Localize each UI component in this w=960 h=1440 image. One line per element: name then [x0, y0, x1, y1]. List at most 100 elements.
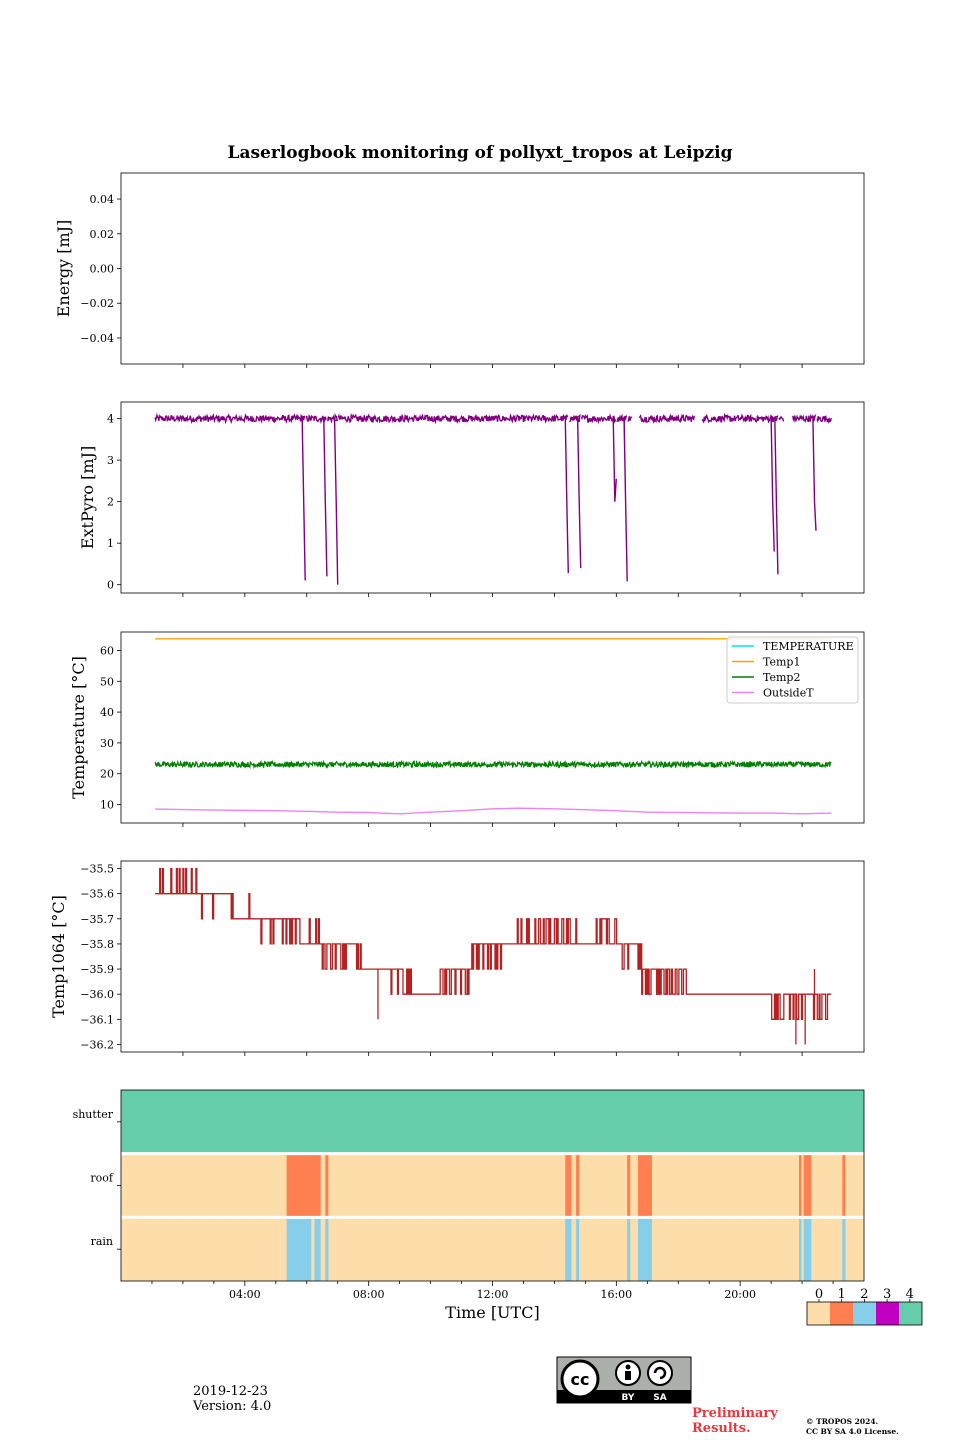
colorbar-label: 3	[883, 1287, 891, 1302]
y-tick-label: −0.02	[80, 297, 114, 310]
y-tick-label: 0	[107, 579, 114, 592]
y-tick-label: 0.00	[90, 263, 115, 276]
roof-cell	[121, 1153, 864, 1218]
x-tick-label: 16:00	[600, 1288, 632, 1301]
colorbar-cell	[830, 1302, 853, 1325]
legend-box	[726, 636, 859, 704]
temp1064-line	[155, 867, 832, 1020]
share-alike-icon	[647, 1360, 673, 1386]
y-tick-label: −35.7	[80, 913, 114, 926]
x-tick-label: 12:00	[477, 1288, 509, 1301]
colorbar-cell	[899, 1302, 922, 1325]
cc-by-sa-badge: cc BY SA	[556, 1356, 692, 1404]
y-tick-label: 60	[100, 644, 114, 657]
y-tick-label: −36.0	[80, 988, 114, 1001]
y-tick-label: 0.02	[90, 228, 115, 241]
legend-label: TEMPERATURE	[763, 640, 854, 653]
y-tick-label: −35.9	[80, 963, 114, 976]
roof-cell	[286, 1153, 321, 1218]
y-tick-label: −35.8	[80, 938, 114, 951]
shutter-cell	[121, 1090, 864, 1154]
copyright-line1: © TROPOS 2024.	[806, 1417, 879, 1426]
colorbar-cell	[807, 1302, 830, 1325]
chart-title: Laserlogbook monitoring of pollyxt_tropo…	[227, 143, 732, 163]
rain-cell	[121, 1217, 864, 1281]
colorbar-frame	[806, 1301, 923, 1326]
colorbar-label: 0	[815, 1287, 823, 1302]
legend-label: OutsideT	[763, 687, 814, 700]
extpyro-line	[154, 412, 832, 585]
axes-frame	[120, 860, 865, 1053]
temp2-line	[154, 759, 832, 770]
rain-cell	[565, 1217, 572, 1281]
y-axis-label: Temperature [°C]	[69, 656, 88, 799]
svg-text:cc: cc	[571, 1370, 590, 1389]
y-tick-label: −36.2	[80, 1038, 114, 1051]
rain-cell	[314, 1217, 321, 1281]
preliminary-line2: Results.	[692, 1421, 751, 1436]
rain-cell	[842, 1217, 846, 1281]
roof-cell	[842, 1153, 846, 1218]
y-tick-label: −0.04	[80, 332, 114, 345]
colorbar-label: 1	[838, 1287, 846, 1302]
license-sa-label: SA	[653, 1393, 666, 1403]
status-panel: shutter roof rain 04:00 08:00 12:00 16:00 20:00…	[73, 1089, 865, 1322]
legend: TEMPERATURE Temp1 Temp2 OutsideT	[726, 636, 859, 704]
x-tick-label: 08:00	[353, 1288, 385, 1301]
copyright-note: © TROPOS 2024. CC BY SA 4.0 License.	[806, 1417, 899, 1437]
cc-logo-icon	[560, 1359, 600, 1399]
roof-cell	[803, 1153, 812, 1218]
roof-cell	[627, 1153, 631, 1218]
y-tick-label: 20	[100, 768, 114, 781]
rain-cell	[803, 1217, 812, 1281]
y-tick-label: 1	[107, 537, 114, 550]
rain-cell	[638, 1217, 652, 1281]
y-tick-label: 50	[100, 675, 114, 688]
roof-cell	[798, 1153, 802, 1218]
x-axis-label: Time [UTC]	[445, 1303, 539, 1322]
rain-cell	[325, 1217, 329, 1281]
date-label: 2019-12-23	[193, 1384, 268, 1399]
axes-frame	[120, 172, 865, 365]
y-tick-label: −35.6	[80, 888, 114, 901]
footer-info: 2019-12-23 Version: 4.0	[193, 1384, 271, 1414]
rain-cell	[627, 1217, 631, 1281]
y-tick-label: −36.1	[80, 1013, 114, 1026]
version-label: Version: 4.0	[193, 1399, 272, 1414]
x-tick-label: 04:00	[229, 1288, 261, 1301]
roof-cell	[638, 1153, 652, 1218]
axes-frame	[120, 401, 865, 594]
x-tick-label: 20:00	[724, 1288, 756, 1301]
rain-cell	[576, 1217, 580, 1281]
roof-cell	[576, 1153, 580, 1218]
legend-label: Temp1	[763, 656, 800, 669]
row-label: shutter	[73, 1108, 114, 1121]
roof-cell	[565, 1153, 572, 1218]
y-tick-label: 4	[107, 413, 114, 426]
energy-panel: 0.04 0.02 0.00 −0.02 −0.04 Energy [mJ]	[54, 172, 865, 368]
copyright-line2: CC BY SA 4.0 License.	[806, 1427, 899, 1436]
legend-label: Temp2	[763, 671, 800, 684]
preliminary-line1: Preliminary	[692, 1406, 778, 1421]
y-tick-label: 40	[100, 706, 114, 719]
license-by-label: BY	[622, 1393, 635, 1403]
y-tick-label: 10	[100, 799, 114, 812]
temp1064-panel: −35.5 −35.6 −35.7 −35.8 −35.9 −36.0 −36.1 −36.2…	[49, 860, 865, 1056]
y-axis-label: ExtPyro [mJ]	[78, 446, 97, 549]
y-axis-label: Energy [mJ]	[54, 220, 73, 318]
rain-cell	[798, 1217, 802, 1281]
y-axis-label: Temp1064 [°C]	[49, 895, 68, 1018]
preliminary-note: Preliminary Results.	[692, 1406, 778, 1436]
extpyro-panel: 0 1 2 3 4 ExtPyro [mJ]	[78, 401, 865, 597]
colorbar-cell	[876, 1302, 899, 1325]
colorbar-label: 2	[860, 1287, 868, 1302]
colorbar-cell	[853, 1302, 876, 1325]
roof-cell	[325, 1153, 329, 1218]
y-tick-label: 0.04	[90, 193, 115, 206]
rain-cell	[286, 1217, 312, 1281]
y-tick-label: −35.5	[80, 863, 114, 876]
y-tick-label: 3	[107, 454, 114, 467]
colorbar-label: 4	[906, 1287, 914, 1302]
